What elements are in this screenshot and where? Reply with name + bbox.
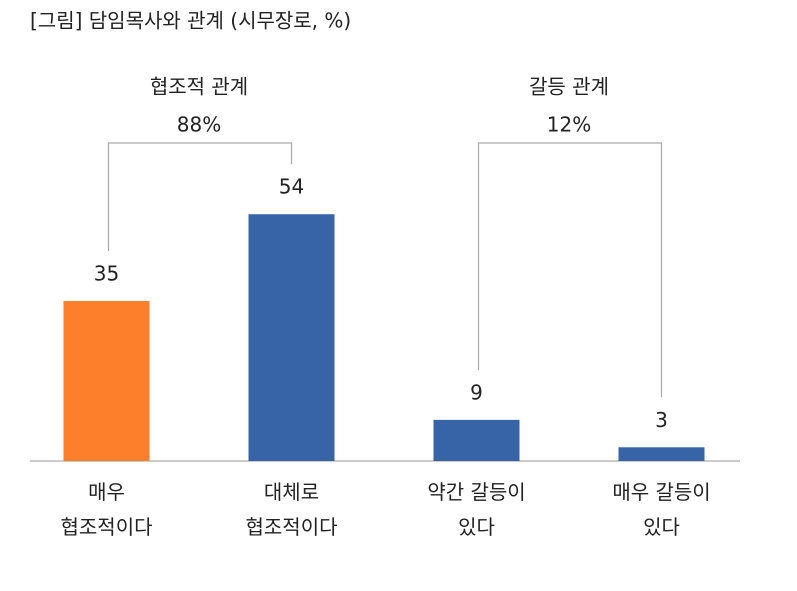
group-share: 12% bbox=[547, 113, 591, 137]
data-label: 3 bbox=[655, 408, 668, 432]
x-tick-label: 대체로 협조적이다 bbox=[245, 480, 338, 539]
bar bbox=[433, 419, 520, 461]
group-bracket bbox=[107, 142, 293, 252]
group-name: 협조적 관계 bbox=[150, 75, 248, 99]
x-tick-label: 매우 협조적이다 bbox=[60, 480, 153, 539]
chart-title: [그림] 담임목사와 관계 (시무장로, %) bbox=[30, 9, 351, 33]
x-tick-label: 매우 갈등이 있다 bbox=[612, 480, 711, 539]
bar bbox=[63, 301, 150, 461]
data-label: 54 bbox=[279, 175, 304, 199]
bar bbox=[248, 214, 335, 461]
group-name: 갈등 관계 bbox=[529, 75, 609, 99]
x-tick-label: 약간 갈등이 있다 bbox=[427, 480, 526, 539]
group-share: 88% bbox=[177, 113, 221, 137]
data-label: 35 bbox=[94, 262, 119, 286]
group-bracket bbox=[477, 142, 663, 398]
data-label: 9 bbox=[470, 380, 483, 404]
bar bbox=[618, 447, 705, 461]
